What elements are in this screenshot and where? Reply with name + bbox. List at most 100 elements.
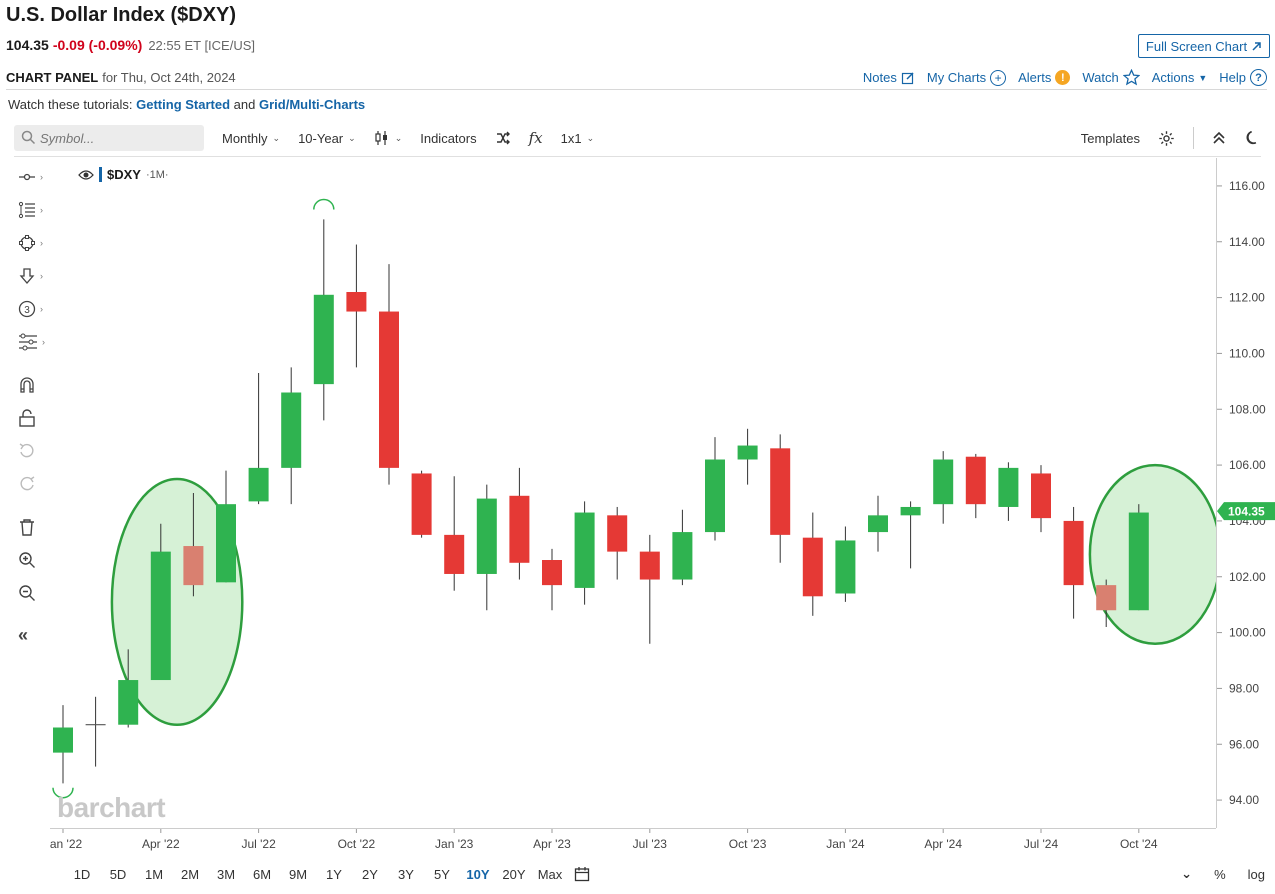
full-screen-chart-label: Full Screen Chart — [1145, 38, 1248, 54]
shape-icon — [19, 234, 35, 251]
time-tick-label: Jul '24 — [1024, 837, 1059, 851]
function-icon: fx — [528, 129, 543, 147]
candle-2022-12 — [411, 470, 432, 538]
candle-body — [379, 311, 399, 468]
alert-icon: ! — [1055, 70, 1071, 85]
line-tool[interactable]: › — [10, 160, 52, 193]
range-button-3y[interactable]: 3Y — [398, 866, 414, 882]
price-tick-label: 106.00 — [1229, 458, 1266, 472]
candle-body — [1096, 585, 1117, 611]
trash-icon — [20, 518, 34, 536]
candle-2023-02 — [476, 484, 497, 611]
help-icon: ? — [1250, 69, 1267, 86]
highlight-circle — [110, 477, 244, 726]
eye-icon[interactable] — [78, 169, 94, 181]
period-dropdown[interactable]: Monthly ⌄ — [222, 131, 280, 146]
my-charts-link[interactable]: My Charts + — [927, 69, 1007, 86]
candle-body — [607, 515, 628, 552]
chart-panel-bar: CHART PANEL for Thu, Oct 24th, 2024 Note… — [6, 66, 1267, 90]
candle-2023-01 — [444, 476, 465, 591]
chevron-right-icon: › — [42, 336, 45, 347]
alerts-link[interactable]: Alerts ! — [1018, 70, 1071, 85]
compare-button[interactable] — [495, 130, 511, 146]
alerts-label: Alerts — [1018, 70, 1052, 85]
range-button-10y[interactable]: 10Y — [466, 866, 490, 882]
moon-icon[interactable] — [1244, 130, 1261, 147]
range-button-max[interactable]: Max — [537, 866, 563, 882]
templates-button[interactable]: Templates — [1081, 131, 1140, 146]
actions-label: Actions — [1151, 70, 1195, 85]
range-button-5d[interactable]: 5D — [109, 866, 127, 882]
toolbar-divider — [1193, 127, 1194, 149]
double-chevron-down-icon[interactable]: ⌄ — [1181, 866, 1193, 881]
symbol-input[interactable] — [14, 125, 204, 151]
candle-body — [933, 459, 954, 505]
redo-tool[interactable] — [10, 467, 52, 500]
last-price-tag — [1217, 502, 1275, 521]
gear-icon[interactable] — [1158, 130, 1175, 147]
full-screen-chart-button[interactable]: Full Screen Chart — [1138, 34, 1270, 58]
chevron-right-icon: › — [40, 237, 43, 248]
candle-2022-02 — [85, 696, 106, 767]
series-color-bar — [99, 167, 102, 182]
chart-type-dropdown[interactable]: ⌄ — [374, 130, 402, 146]
arrow-down-icon — [19, 267, 35, 284]
indicators-label: Indicators — [420, 130, 477, 146]
candle-2022-04 — [150, 523, 171, 681]
candle-2022-11 — [379, 264, 399, 485]
range-button-6m[interactable]: 6M — [252, 866, 272, 882]
candle-2022-10 — [346, 244, 367, 368]
period-label: Monthly — [222, 130, 268, 146]
measure-tool[interactable]: › — [10, 325, 52, 358]
fib-tool[interactable]: › — [10, 193, 52, 226]
calendar-icon[interactable] — [574, 866, 590, 882]
numbered-marker-tool[interactable]: 3 › — [10, 292, 52, 325]
time-axis[interactable]: Jan '22 Apr '22 Jul '22 Oct '22 Jan '23 Apr '… — [50, 828, 1216, 856]
range-button-1d[interactable]: 1D — [73, 866, 91, 882]
price-axis[interactable]: 94.0096.0098.00100.00102.00104.00106.001… — [1216, 158, 1275, 828]
fx-button[interactable]: fx — [529, 129, 543, 147]
indicators-button[interactable]: Indicators — [420, 131, 476, 146]
templates-label: Templates — [1080, 130, 1140, 146]
help-link[interactable]: Help ? — [1219, 69, 1267, 86]
price-tick-label: 114.00 — [1229, 235, 1265, 249]
undo-tool[interactable] — [10, 434, 52, 467]
getting-started-link[interactable]: Getting Started — [136, 97, 231, 112]
price-chart[interactable] — [50, 158, 1216, 828]
percent-toggle[interactable]: % — [1214, 866, 1226, 882]
range-button-20y[interactable]: 20Y — [502, 866, 526, 882]
time-tick-label: Jan '24 — [826, 837, 865, 851]
legend-symbol: $DXY — [107, 167, 141, 182]
grid-multi-charts-link[interactable]: Grid/Multi-Charts — [259, 97, 366, 112]
actions-menu[interactable]: Actions ▼ — [1152, 70, 1208, 85]
candle-body — [737, 445, 758, 460]
lock-tool[interactable] — [10, 401, 52, 434]
range-dropdown[interactable]: 10-Year ⌄ — [298, 131, 356, 146]
measure-icon — [19, 333, 37, 350]
range-button-9m[interactable]: 9M — [288, 866, 308, 882]
candle-2022-05 — [183, 493, 204, 597]
grid-layout-dropdown[interactable]: 1x1 ⌄ — [561, 131, 595, 146]
price-tick-label: 100.00 — [1229, 626, 1266, 640]
collapse-toolbar-button[interactable]: « — [10, 619, 52, 652]
range-button-1y[interactable]: 1Y — [326, 866, 342, 882]
range-button-1m[interactable]: 1M — [144, 866, 164, 882]
candle-2024-02 — [868, 495, 888, 552]
range-button-3m[interactable]: 3M — [216, 866, 236, 882]
watch-link[interactable]: Watch — [1082, 69, 1140, 86]
log-toggle[interactable]: log — [1247, 866, 1265, 882]
star-icon — [1122, 69, 1140, 86]
range-button-2y[interactable]: 2Y — [362, 866, 378, 882]
candle-body — [770, 448, 791, 535]
zoom-out-tool[interactable] — [10, 576, 52, 609]
magnet-tool[interactable] — [10, 368, 52, 401]
range-button-5y[interactable]: 5Y — [434, 866, 450, 882]
candle-body — [411, 473, 432, 535]
range-button-2m[interactable]: 2M — [180, 866, 200, 882]
arrow-tool[interactable]: › — [10, 259, 52, 292]
zoom-in-tool[interactable] — [10, 543, 52, 576]
notes-link[interactable]: Notes — [863, 70, 915, 85]
delete-tool[interactable] — [10, 510, 52, 543]
shape-tool[interactable]: › — [10, 226, 52, 259]
collapse-up-icon[interactable] — [1212, 131, 1226, 145]
